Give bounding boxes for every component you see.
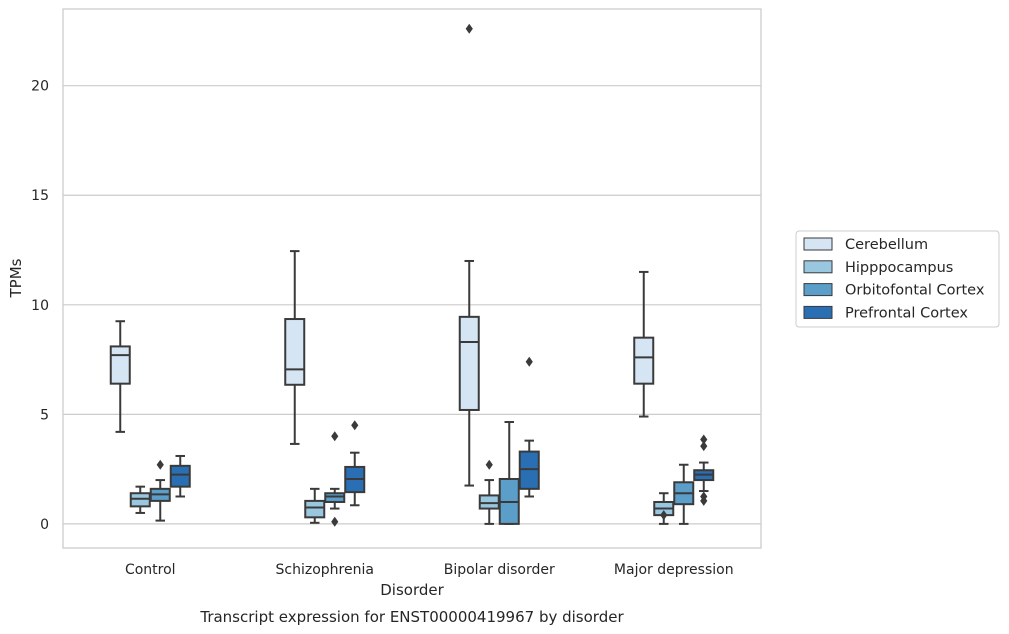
- box-group: [284, 250, 306, 445]
- outlier-point: [331, 516, 339, 527]
- y-tick-label: 15: [31, 188, 49, 204]
- x-tick-label: Major depression: [614, 562, 734, 578]
- box: [109, 345, 131, 385]
- box-group: [109, 320, 131, 433]
- outlier-point: [331, 431, 339, 442]
- box-group: [304, 487, 326, 524]
- plot-area: [63, 9, 761, 548]
- box-group: [458, 23, 480, 487]
- outlier-point: [485, 459, 493, 470]
- x-axis-label: Disorder: [380, 581, 444, 599]
- box-group: [518, 356, 540, 498]
- outlier-point: [700, 495, 708, 506]
- x-tick-label: Bipolar disorder: [444, 562, 555, 578]
- legend-label: Cerebellum: [845, 237, 928, 253]
- outlier-point: [156, 459, 164, 470]
- box-group: [498, 421, 520, 525]
- box-group: [324, 431, 346, 527]
- outlier-point: [351, 420, 359, 431]
- box-group: [344, 420, 366, 507]
- legend-label: Orbitofontal Cortex: [845, 283, 985, 299]
- box: [458, 315, 480, 411]
- legend-swatch: [803, 305, 833, 319]
- box-group: [478, 459, 500, 525]
- outlier-point: [700, 441, 708, 452]
- x-tick-label: Control: [125, 562, 176, 578]
- y-tick-label: 0: [40, 517, 49, 533]
- legend-swatch: [803, 283, 833, 297]
- outlier-point: [525, 356, 533, 367]
- outlier-point: [700, 434, 708, 445]
- boxes: [109, 23, 715, 527]
- box: [304, 499, 326, 519]
- chart-caption: Transcript expression for ENST0000041996…: [199, 608, 624, 626]
- legend-swatch: [803, 237, 833, 251]
- box-group: [149, 459, 171, 522]
- y-tick-label: 10: [31, 298, 49, 314]
- x-tick-labels: Control Schizophrenia Bipolar disorder Majo…: [125, 562, 734, 578]
- box: [284, 318, 306, 386]
- legend-label: Prefrontal Cortex: [845, 305, 968, 321]
- legend-label: Hipppocampus: [845, 260, 953, 276]
- legend: Cerebellum Hipppocampus Orbitofontal Corte…: [795, 230, 1000, 328]
- box: [633, 336, 655, 385]
- box: [324, 492, 346, 503]
- box: [518, 450, 540, 490]
- box: [169, 464, 191, 488]
- y-tick-labels: 0 5 10 15 20: [31, 79, 49, 533]
- box-group: [693, 434, 715, 506]
- y-tick-label: 5: [40, 407, 49, 423]
- box-group: [169, 454, 191, 498]
- plot-border: [62, 8, 762, 549]
- box-group: [633, 270, 655, 418]
- y-tick-label: 20: [31, 79, 49, 95]
- legend-frame: [795, 230, 1000, 328]
- box: [129, 492, 151, 508]
- y-axis-label: TPMs: [7, 258, 25, 298]
- outlier-point: [660, 510, 668, 521]
- box-group: [653, 492, 675, 525]
- box-group: [673, 463, 695, 525]
- box: [478, 494, 500, 510]
- legend-swatch: [803, 260, 833, 274]
- x-tick-label: Schizophrenia: [276, 562, 374, 578]
- outlier-point: [465, 23, 473, 34]
